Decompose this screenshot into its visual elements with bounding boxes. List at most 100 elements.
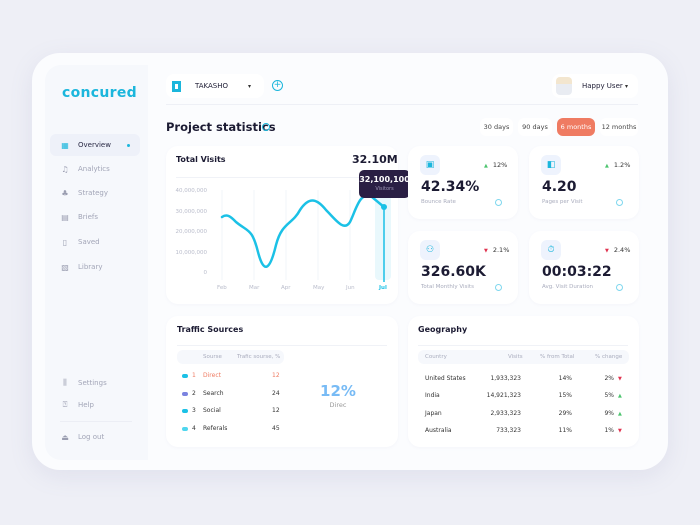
sidebar [45, 65, 148, 460]
brand-logo[interactable]: concured [62, 85, 137, 101]
tooltip-value: 32,100,100 [359, 175, 410, 184]
pages-icon: ◧ [541, 155, 561, 175]
column-header: Country [425, 354, 447, 360]
visits: 1,933,323 [490, 375, 521, 382]
country: Japan [425, 410, 442, 417]
sidebar-item-logout[interactable]: ⏏ Log out [61, 432, 105, 442]
info-icon[interactable] [262, 123, 270, 131]
chevron-down-icon: ▾ [625, 82, 629, 90]
tab-12-months[interactable]: 12 months [600, 118, 638, 136]
stat-label: Bounce Rate [421, 199, 456, 205]
change: 2% [604, 375, 614, 382]
y-tick: 30,000,000 [175, 209, 208, 215]
project-logo-icon [172, 80, 181, 92]
source-value: 12 [272, 407, 280, 414]
active-dot [127, 143, 130, 147]
sliders-icon: ⫼ [63, 378, 67, 387]
source-name[interactable]: Social [203, 407, 221, 414]
donut-value: 12% [320, 382, 356, 400]
stat-value: 00:03:22 [542, 264, 612, 280]
column-header: % change [595, 354, 623, 360]
arrow-up-icon: ▲ [618, 393, 622, 399]
stat-value: 42.34% [421, 179, 480, 195]
divider [177, 345, 387, 346]
add-project-button[interactable]: + [272, 80, 283, 91]
traffic-sources-card [166, 316, 398, 447]
arrow-up-icon: ▲ [618, 411, 622, 417]
stat-label: Pages per Visit [542, 199, 583, 205]
column-header: Sourse [203, 354, 222, 360]
tab-6-months[interactable]: 6 months [557, 118, 595, 136]
clipboard-icon: ▤ [61, 212, 69, 222]
sidebar-item-strategy[interactable]: ♣ Strategy [61, 188, 108, 198]
x-tick: Jun [346, 285, 355, 291]
tab-90-days[interactable]: 90 days [518, 118, 552, 136]
row-number: 4 [192, 425, 196, 432]
row-number: 1 [192, 372, 196, 379]
sidebar-item-analytics[interactable]: ♫ Analytics [61, 164, 110, 174]
table-header [418, 350, 629, 364]
x-tick: Mar [249, 285, 260, 291]
country: Australia [425, 427, 452, 434]
stat-label: Total Monthly Visits [421, 284, 474, 290]
change: 5% [604, 392, 614, 399]
strategy-icon: ♣ [61, 188, 69, 198]
arrow-up-icon: ▲ [605, 163, 609, 169]
users-icon: ⚇ [420, 240, 440, 260]
country: United States [425, 375, 466, 382]
info-icon[interactable] [495, 199, 502, 206]
source-name[interactable]: Referals [203, 425, 228, 432]
stat-delta: ▼ 2.1% [484, 246, 510, 254]
logout-icon: ⏏ [61, 432, 69, 442]
tab-30-days[interactable]: 30 days [480, 118, 513, 136]
info-icon[interactable] [616, 284, 623, 291]
sidebar-item-saved[interactable]: ▯ Saved [50, 231, 140, 253]
geography-title: Geography [418, 325, 468, 334]
avatar [556, 77, 572, 95]
column-header: % from Total [540, 354, 575, 360]
divider [418, 345, 628, 346]
sidebar-item-briefs[interactable]: ▤ Briefs [61, 212, 99, 222]
traffic-sources-title: Traffic Sources [177, 325, 244, 334]
change: 1% [604, 427, 614, 434]
project-selector[interactable]: TAKASHO ▾ [166, 74, 264, 98]
y-tick: 20,000,000 [175, 229, 208, 235]
row-number: 2 [192, 390, 196, 397]
y-tick: 40,000,000 [175, 188, 208, 194]
stat-delta: ▲ 12% [484, 161, 508, 169]
grid-icon: ▦ [61, 140, 69, 150]
visits: 14,921,323 [486, 392, 521, 399]
source-value: 12 [272, 372, 280, 379]
y-tick: 10,000,000 [175, 250, 208, 256]
share: 14% [558, 375, 572, 382]
monitor-icon: ▣ [420, 155, 440, 175]
legend-swatch [182, 427, 188, 431]
column-header: Visits [508, 354, 523, 360]
source-name[interactable]: Direct [203, 372, 221, 379]
source-value: 24 [272, 390, 280, 397]
help-icon: ⍰ [62, 400, 68, 409]
timer-icon: ⏱ [541, 240, 561, 260]
bookmark-icon: ▯ [62, 237, 68, 247]
info-icon[interactable] [616, 199, 623, 206]
user-menu[interactable]: Happy User ▾ [552, 74, 638, 98]
stat-label: Avg. Visit Duration [542, 284, 594, 290]
sidebar-item-library[interactable]: ▧ Library [61, 262, 103, 272]
row-number: 3 [192, 407, 196, 414]
info-icon[interactable] [495, 284, 502, 291]
table-header [177, 350, 284, 364]
arrow-down-icon: ▼ [618, 428, 622, 434]
chevron-down-icon: ▾ [248, 82, 252, 90]
chart-tooltip: 32,100,100 Visitors [359, 170, 410, 198]
legend-swatch [182, 392, 188, 396]
legend-swatch [182, 374, 188, 378]
sidebar-item-settings[interactable]: ⫼ Settings [50, 372, 140, 394]
source-name[interactable]: Search [203, 390, 224, 397]
sidebar-item-overview[interactable]: ▦ Overview [50, 134, 140, 156]
y-tick: 0 [203, 270, 208, 276]
stat-delta: ▲ 1.2% [605, 161, 631, 169]
sidebar-item-help[interactable]: ⍰ Help [50, 394, 140, 416]
divider [176, 177, 388, 178]
bell-icon: ♫ [61, 164, 69, 174]
stat-value: 4.20 [542, 179, 577, 195]
